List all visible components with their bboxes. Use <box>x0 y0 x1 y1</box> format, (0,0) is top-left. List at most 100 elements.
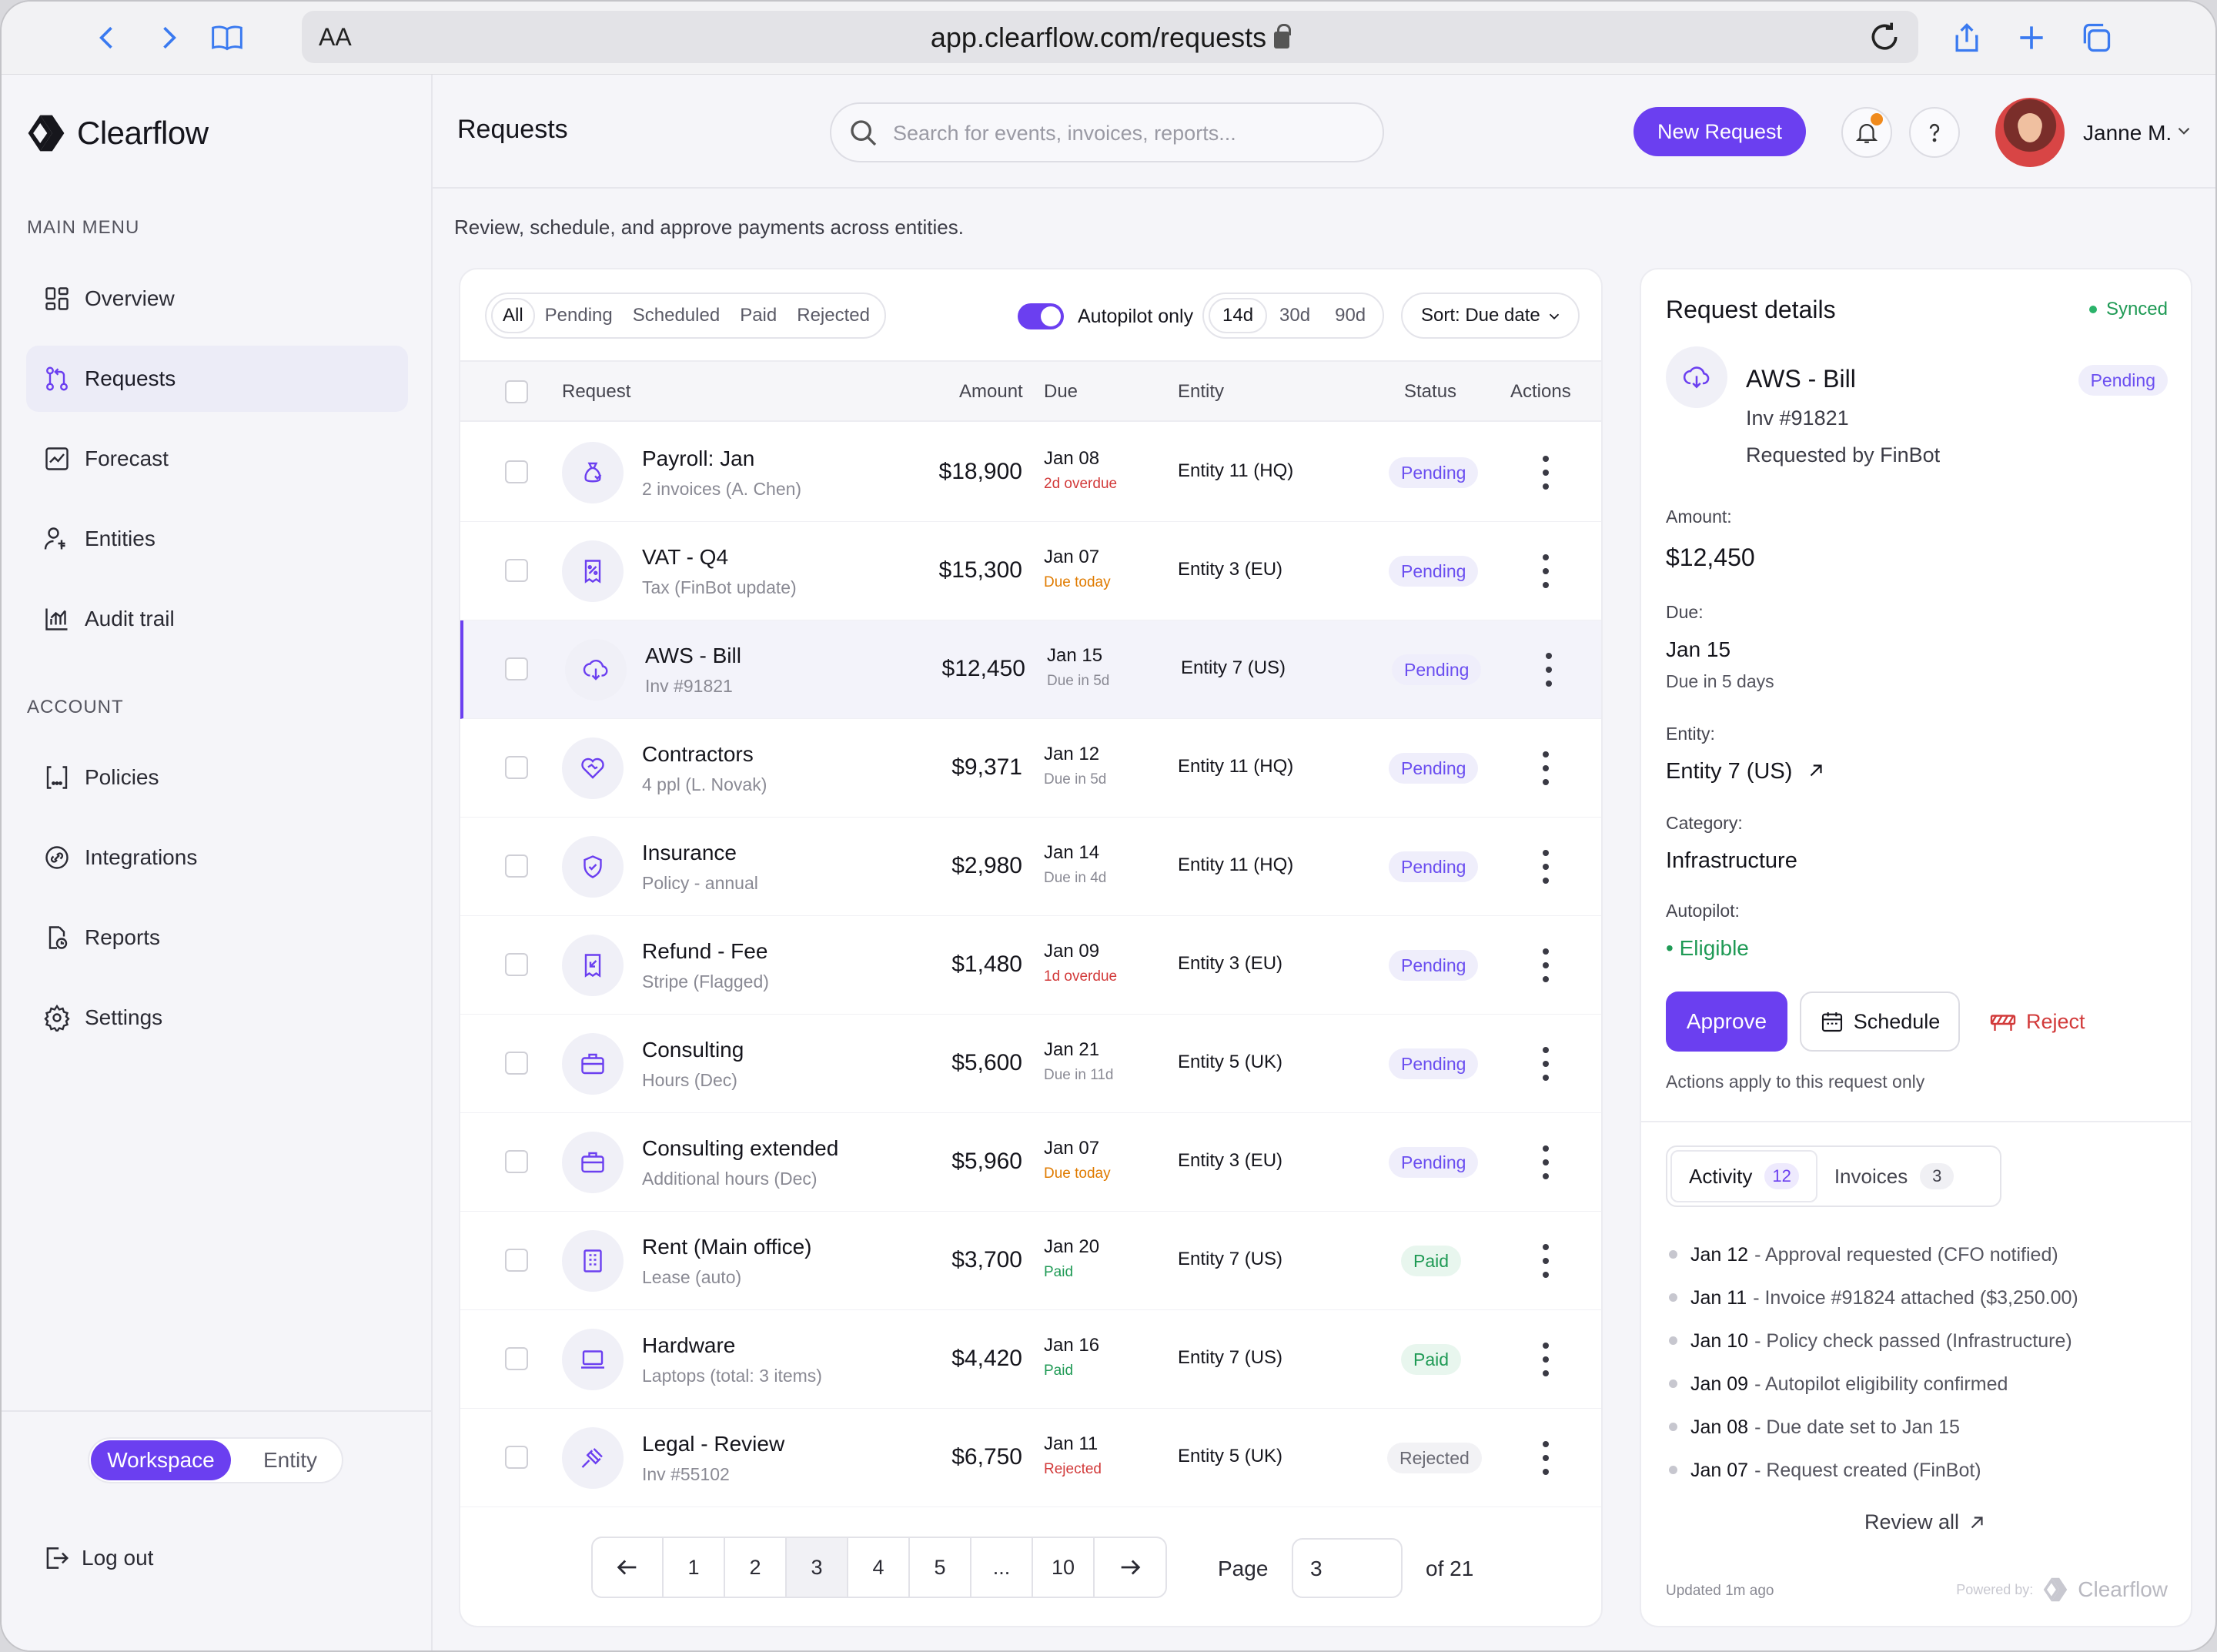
avatar[interactable] <box>1995 98 2065 167</box>
column-amount[interactable]: Amount <box>959 381 1023 402</box>
row-checkbox[interactable] <box>505 1347 528 1370</box>
sidebar-item-entities[interactable]: Entities <box>26 506 408 572</box>
row-checkbox[interactable] <box>505 756 528 779</box>
select-all-checkbox[interactable] <box>505 380 528 403</box>
forward-icon[interactable] <box>149 18 188 57</box>
autopilot-eligibility: • Eligible <box>1666 936 1749 960</box>
row-checkbox[interactable] <box>505 460 528 483</box>
table-row[interactable]: AWS - Bill Inv #91821 $12,450 Jan 15 Due in … <box>460 620 1601 719</box>
table-row[interactable]: Insurance Policy - annual $2,980 Jan 14 Due … <box>460 818 1601 916</box>
notifications-button[interactable] <box>1841 107 1892 158</box>
filter-rejected[interactable]: Rejected <box>797 305 870 326</box>
table-row[interactable]: Contractors 4 ppl (L. Novak) $9,371 Jan 12 D… <box>460 719 1601 818</box>
details-requested-by: Requested by FinBot <box>1746 443 1941 467</box>
page-number-input[interactable]: 3 <box>1292 1538 1403 1598</box>
approve-button[interactable]: Approve <box>1666 992 1787 1052</box>
more-actions-icon[interactable] <box>1541 1047 1550 1081</box>
filter-scheduled[interactable]: Scheduled <box>632 305 721 326</box>
link-icon <box>45 846 69 869</box>
sort-dropdown[interactable]: Sort: Due date <box>1401 293 1580 339</box>
logout-button[interactable]: Log out <box>42 1543 153 1573</box>
prev-page-button[interactable] <box>593 1538 664 1597</box>
filter-paid[interactable]: Paid <box>740 305 777 326</box>
back-icon[interactable] <box>88 18 126 57</box>
page-button-current[interactable]: 3 <box>787 1538 848 1597</box>
range-90d[interactable]: 90d <box>1335 305 1366 326</box>
page-button[interactable]: 5 <box>910 1538 971 1597</box>
page-button[interactable]: 4 <box>848 1538 910 1597</box>
column-due[interactable]: Due <box>1044 381 1078 402</box>
entity-link[interactable]: Entity 7 (US) <box>1666 759 1826 784</box>
review-all-link[interactable]: Review all <box>1864 1510 1987 1534</box>
app-logo[interactable]: Clearflow <box>26 113 209 153</box>
table-row[interactable]: Hardware Laptops (total: 3 items) $4,420 Ja… <box>460 1310 1601 1409</box>
column-entity[interactable]: Entity <box>1178 381 1225 402</box>
table-row[interactable]: Rent (Main office) Lease (auto) $3,700 Jan … <box>460 1212 1601 1310</box>
more-actions-icon[interactable] <box>1541 456 1550 490</box>
range-30d[interactable]: 30d <box>1279 305 1311 326</box>
reload-icon[interactable] <box>1868 20 1901 54</box>
row-checkbox[interactable] <box>505 1150 528 1173</box>
chevron-down-icon[interactable] <box>2174 121 2194 141</box>
row-checkbox[interactable] <box>505 854 528 878</box>
new-tab-plus-icon[interactable] <box>2012 18 2051 57</box>
table-row[interactable]: Payroll: Jan 2 invoices (A. Chen) $18,900 J… <box>460 423 1601 522</box>
row-checkbox[interactable] <box>505 559 528 582</box>
column-request[interactable]: Request <box>562 381 631 402</box>
tab-invoices[interactable]: Invoices 3 <box>1817 1150 1971 1202</box>
page-button[interactable]: 1 <box>664 1538 725 1597</box>
reader-text-size-button[interactable]: AA <box>319 23 352 51</box>
more-actions-icon[interactable] <box>1541 1145 1550 1179</box>
more-actions-icon[interactable] <box>1541 948 1550 982</box>
new-request-button[interactable]: New Request <box>1633 107 1806 156</box>
sidebar-item-integrations[interactable]: Integrations <box>26 824 408 891</box>
filter-all[interactable]: All <box>491 298 535 333</box>
next-page-button[interactable] <box>1095 1538 1165 1597</box>
row-checkbox[interactable] <box>505 657 528 681</box>
autopilot-toggle[interactable] <box>1018 303 1064 329</box>
more-actions-icon[interactable] <box>1541 554 1550 588</box>
help-button[interactable] <box>1909 107 1960 158</box>
sidebar-item-settings[interactable]: Settings <box>26 985 408 1051</box>
schedule-button[interactable]: Schedule <box>1800 992 1960 1052</box>
column-status[interactable]: Status <box>1404 381 1457 402</box>
table-row[interactable]: VAT - Q4 Tax (FinBot update) $15,300 Jan 07… <box>460 522 1601 620</box>
more-actions-icon[interactable] <box>1541 850 1550 884</box>
sidebar-item-audit-trail[interactable]: Audit trail <box>26 586 408 652</box>
tab-activity[interactable]: Activity 12 <box>1670 1150 1817 1202</box>
more-actions-icon[interactable] <box>1541 751 1550 785</box>
bookmarks-book-icon[interactable] <box>208 18 246 57</box>
search-input[interactable]: Search for events, invoices, reports... <box>830 102 1384 162</box>
table-row[interactable]: Consulting extended Additional hours (Dec… <box>460 1113 1601 1212</box>
sidebar-item-requests[interactable]: Requests <box>26 346 408 412</box>
request-entity: Entity 5 (UK) <box>1178 1446 1283 1466</box>
more-actions-icon[interactable] <box>1541 1244 1550 1278</box>
entity-toggle-option[interactable]: Entity <box>262 1448 318 1472</box>
sidebar-item-overview[interactable]: Overview <box>26 266 408 332</box>
share-icon[interactable] <box>1948 18 1986 57</box>
table-row[interactable]: Consulting Hours (Dec) $5,600 Jan 21 Due in … <box>460 1015 1601 1113</box>
filter-pending[interactable]: Pending <box>544 305 613 326</box>
more-actions-icon[interactable] <box>1541 1441 1550 1475</box>
reject-button[interactable]: Reject <box>1989 992 2085 1052</box>
row-checkbox[interactable] <box>505 1052 528 1075</box>
tabs-overview-icon[interactable] <box>2077 18 2115 57</box>
page-button[interactable]: 10 <box>1033 1538 1095 1597</box>
request-sub: Hours (Dec) <box>642 1070 737 1090</box>
sidebar-item-policies[interactable]: Policies <box>26 744 408 811</box>
row-checkbox[interactable] <box>505 953 528 976</box>
table-row[interactable]: Refund - Fee Stripe (Flagged) $1,480 Jan 09… <box>460 916 1601 1015</box>
row-checkbox[interactable] <box>505 1249 528 1272</box>
page-button[interactable]: 2 <box>725 1538 787 1597</box>
sidebar-item-reports[interactable]: Reports <box>26 905 408 971</box>
user-name[interactable]: Janne M. <box>2083 121 2172 145</box>
more-actions-icon[interactable] <box>1544 653 1553 687</box>
sidebar-item-forecast[interactable]: Forecast <box>26 426 408 492</box>
more-actions-icon[interactable] <box>1541 1343 1550 1376</box>
address-bar[interactable]: AA app.clearflow.com/requests <box>302 11 1918 63</box>
range-14d[interactable]: 14d <box>1209 298 1268 333</box>
row-checkbox[interactable] <box>505 1446 528 1469</box>
table-row[interactable]: Legal - Review Inv #55102 $6,750 Jan 11 Reje… <box>460 1409 1601 1507</box>
workspace-toggle-option[interactable]: Workspace <box>91 1440 231 1480</box>
scope-toggle[interactable]: Workspace Entity <box>88 1437 343 1483</box>
